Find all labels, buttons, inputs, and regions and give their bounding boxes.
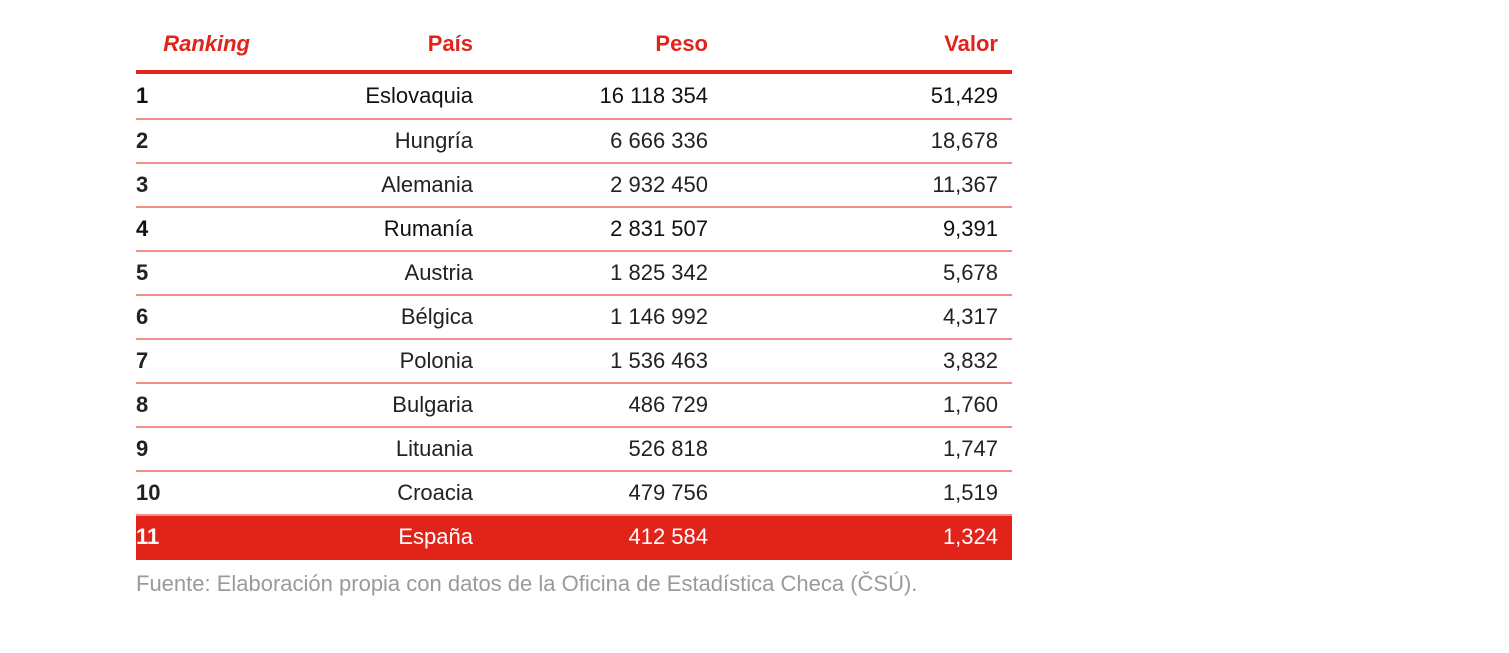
country-cell: Polonia xyxy=(251,339,487,384)
value-cell: 1,324 xyxy=(722,515,1012,560)
weight-cell: 526 818 xyxy=(487,427,722,472)
table-row: 8 Bulgaria 486 729 1,760 xyxy=(136,383,1012,428)
weight-cell: 2 932 450 xyxy=(487,163,722,208)
weight-cell: 479 756 xyxy=(487,471,722,516)
table-row: 3 Alemania 2 932 450 11,367 xyxy=(136,163,1012,208)
rank-cell: 10 xyxy=(136,471,251,516)
country-column-header: País xyxy=(251,22,487,74)
value-cell: 1,760 xyxy=(722,383,1012,428)
table-row: 2 Hungría 6 666 336 18,678 xyxy=(136,119,1012,164)
table-row: 6 Bélgica 1 146 992 4,317 xyxy=(136,295,1012,340)
rank-cell: 6 xyxy=(136,295,251,340)
rank-cell: 8 xyxy=(136,383,251,428)
country-cell: Bélgica xyxy=(251,295,487,340)
rank-cell: 1 xyxy=(136,72,251,120)
ranking-column-header: Ranking xyxy=(136,22,251,74)
rank-cell: 9 xyxy=(136,427,251,472)
weight-cell: 16 118 354 xyxy=(487,72,722,120)
highlighted-table-row-spain: 11 España 412 584 1,324 xyxy=(136,515,1012,560)
country-cell: Hungría xyxy=(251,119,487,164)
value-column-header: Valor xyxy=(722,22,1012,74)
rank-cell: 4 xyxy=(136,207,251,252)
value-cell: 1,519 xyxy=(722,471,1012,516)
value-cell: 11,367 xyxy=(722,163,1012,208)
weight-cell: 1 825 342 xyxy=(487,251,722,296)
value-cell: 9,391 xyxy=(722,207,1012,252)
value-cell: 1,747 xyxy=(722,427,1012,472)
country-cell: Austria xyxy=(251,251,487,296)
weight-cell: 412 584 xyxy=(487,515,722,560)
weight-cell: 1 146 992 xyxy=(487,295,722,340)
source-note: Fuente: Elaboración propia con datos de … xyxy=(136,571,918,596)
ranking-table: Ranking País Peso Valor 1 Eslovaquia 16 … xyxy=(136,22,1012,560)
table-row: 5 Austria 1 825 342 5,678 xyxy=(136,251,1012,296)
value-cell: 51,429 xyxy=(722,72,1012,120)
table-row: 7 Polonia 1 536 463 3,832 xyxy=(136,339,1012,384)
rank-cell: 7 xyxy=(136,339,251,384)
value-cell: 5,678 xyxy=(722,251,1012,296)
rank-cell: 11 xyxy=(136,515,251,560)
table-row: 10 Croacia 479 756 1,519 xyxy=(136,471,1012,516)
rank-cell: 5 xyxy=(136,251,251,296)
rank-cell: 2 xyxy=(136,119,251,164)
value-cell: 4,317 xyxy=(722,295,1012,340)
weight-column-header: Peso xyxy=(487,22,722,74)
country-cell: España xyxy=(251,515,487,560)
table-row: 9 Lituania 526 818 1,747 xyxy=(136,427,1012,472)
country-cell: Eslovaquia xyxy=(251,72,487,120)
country-cell: Bulgaria xyxy=(251,383,487,428)
country-cell: Croacia xyxy=(251,471,487,516)
country-cell: Rumanía xyxy=(251,207,487,252)
table-row: 4 Rumanía 2 831 507 9,391 xyxy=(136,207,1012,252)
weight-cell: 486 729 xyxy=(487,383,722,428)
weight-cell: 2 831 507 xyxy=(487,207,722,252)
rank-cell: 3 xyxy=(136,163,251,208)
country-cell: Alemania xyxy=(251,163,487,208)
table-header-row: Ranking País Peso Valor xyxy=(136,22,1012,74)
value-cell: 18,678 xyxy=(722,119,1012,164)
country-cell: Lituania xyxy=(251,427,487,472)
weight-cell: 6 666 336 xyxy=(487,119,722,164)
weight-cell: 1 536 463 xyxy=(487,339,722,384)
value-cell: 3,832 xyxy=(722,339,1012,384)
ranking-table-container: Ranking País Peso Valor 1 Eslovaquia 16 … xyxy=(136,22,1012,560)
table-row: 1 Eslovaquia 16 118 354 51,429 xyxy=(136,72,1012,120)
